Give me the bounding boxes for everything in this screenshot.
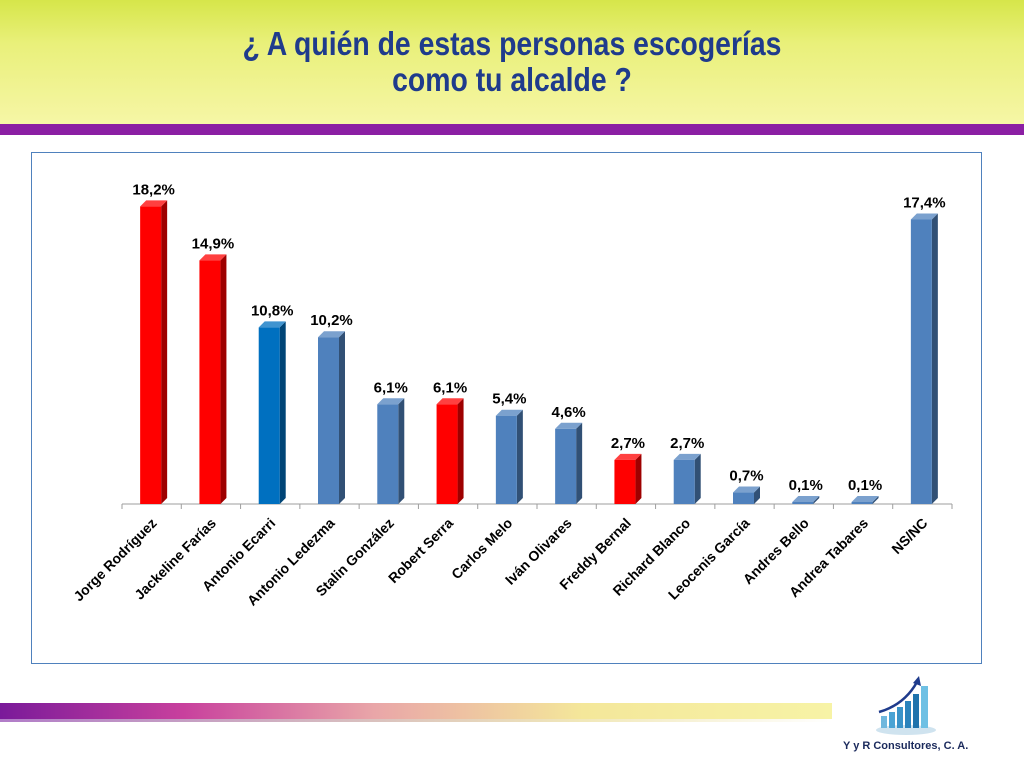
data-label: 6,1% — [374, 379, 408, 396]
bar-top — [495, 409, 523, 416]
bar — [733, 492, 754, 504]
bar — [495, 415, 517, 504]
bar-top — [258, 321, 286, 328]
data-label: 2,7% — [611, 435, 645, 452]
slide-title-line-2: como tu alcalde ? — [392, 61, 632, 98]
data-label: 5,4% — [492, 391, 526, 408]
bar-top — [377, 398, 405, 405]
bar — [910, 219, 932, 504]
data-label: 14,9% — [192, 235, 235, 252]
bar-top — [199, 254, 227, 261]
bar — [851, 502, 873, 504]
rising-bar-chart-arrow-icon — [876, 676, 936, 735]
bar-side — [220, 254, 227, 504]
bar-side — [161, 200, 168, 504]
bar — [673, 459, 695, 504]
bar — [555, 428, 577, 504]
bar-top — [140, 200, 168, 207]
company-name: Y y R Consultores, C. A. — [843, 740, 969, 752]
bar-top — [733, 486, 760, 493]
bar-top — [318, 331, 345, 338]
data-label: 2,7% — [670, 435, 704, 452]
bar — [436, 404, 458, 504]
bar-top — [851, 496, 879, 502]
data-label: 18,2% — [132, 181, 175, 198]
footer-gradient-line — [0, 719, 832, 722]
data-label: 0,1% — [848, 477, 882, 494]
data-label: 0,1% — [789, 477, 823, 494]
bar-top — [614, 453, 642, 460]
data-label: 4,6% — [552, 404, 586, 421]
bar-side — [279, 321, 286, 504]
bar — [199, 260, 221, 504]
bar-top — [792, 496, 820, 502]
data-label: 10,2% — [310, 312, 353, 329]
data-label: 6,1% — [433, 379, 467, 396]
chart-frame: 18,2% Jorge Rodríguez 14,9% Jackeline Faría… — [31, 152, 982, 664]
bar-side — [576, 422, 583, 504]
bar-side — [813, 496, 820, 504]
data-label: 10,8% — [251, 302, 294, 319]
bar — [318, 337, 339, 504]
data-label: 0,7% — [729, 468, 763, 485]
category-label: NS/NC — [888, 515, 930, 557]
bar-side — [457, 398, 464, 504]
slide-header: ¿ A quién de estas personas escogerías c… — [0, 0, 1024, 124]
bar-top — [555, 422, 583, 429]
bar-side — [872, 496, 879, 504]
bar — [258, 327, 280, 504]
slide-title-line-1: ¿ A quién de estas personas escogerías — [242, 25, 782, 62]
bar-side — [516, 409, 523, 504]
bar-side — [754, 486, 760, 504]
data-label: 17,4% — [903, 195, 946, 212]
bar-top — [673, 453, 701, 460]
bar — [614, 459, 636, 504]
bar — [792, 502, 814, 504]
bar-side — [398, 398, 405, 504]
footer-gradient-band — [0, 703, 832, 719]
bar — [140, 206, 162, 504]
header-divider-band — [0, 124, 1024, 135]
bar — [377, 404, 399, 504]
bar-side — [694, 453, 701, 504]
slide-title: ¿ A quién de estas personas escogerías c… — [72, 26, 953, 98]
bar-side — [931, 213, 938, 504]
bar-side — [339, 331, 345, 504]
bar-side — [635, 453, 642, 504]
bar-top — [910, 213, 938, 220]
bar-top — [436, 398, 464, 405]
